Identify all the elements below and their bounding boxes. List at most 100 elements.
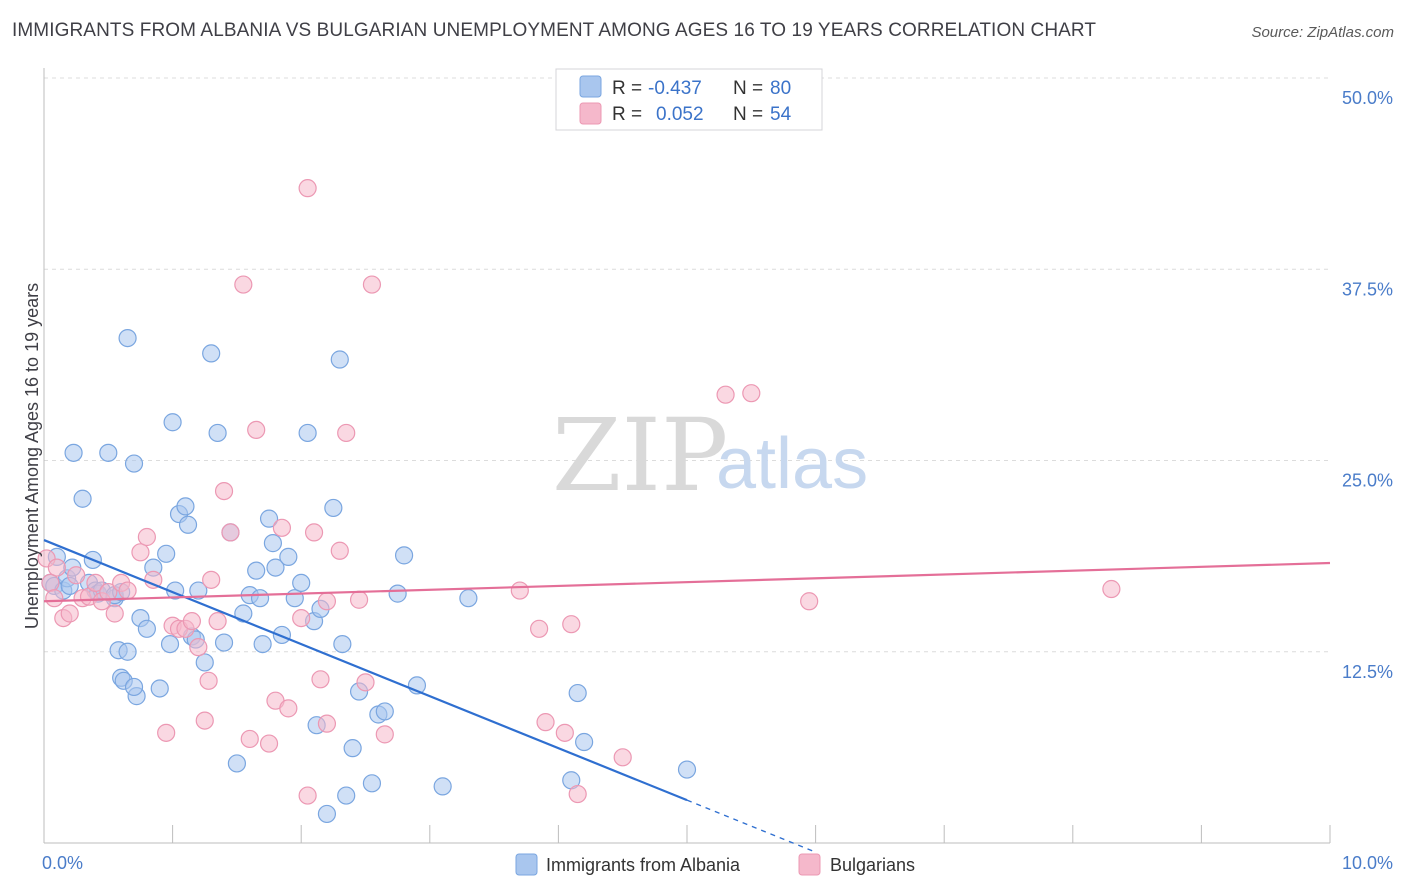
- point-bulgarians-53: [555, 723, 574, 742]
- point-bulgarians-3: [47, 558, 66, 577]
- series-legend: Immigrants from Albania Bulgarians: [515, 853, 915, 876]
- point-bulgarians-30: [234, 275, 253, 294]
- point-bulgarians-45: [317, 592, 337, 611]
- point-albania-43: [214, 633, 234, 652]
- point-albania-52: [263, 534, 283, 553]
- point-albania-63: [324, 498, 343, 518]
- point-albania-46: [234, 604, 253, 623]
- y-tick-label-0: 12.5%: [1342, 662, 1393, 682]
- point-albania-55: [279, 547, 298, 566]
- point-bulgarians-48: [362, 275, 382, 294]
- point-bulgarians-57: [716, 385, 735, 404]
- watermark-atlas: atlas: [716, 424, 868, 504]
- point-bulgarians-18: [157, 723, 176, 742]
- point-bulgarians-52: [536, 713, 555, 732]
- point-bulgarians-38: [298, 786, 317, 805]
- grid-lines: [44, 77, 1330, 653]
- point-albania-79: [575, 732, 594, 752]
- point-albania-42: [208, 423, 227, 443]
- point-albania-71: [375, 702, 394, 721]
- legend-n-value-bulgarians: 54: [770, 104, 792, 125]
- point-albania-49: [250, 589, 270, 608]
- point-bulgarians-12: [105, 604, 124, 623]
- point-bulgarians-26: [202, 570, 221, 589]
- point-bulgarians-35: [272, 518, 292, 537]
- watermark-zip: ZIP: [552, 397, 728, 514]
- legend-r-label-bulgarians: R =: [612, 104, 642, 125]
- point-bulgarians-58: [742, 384, 761, 403]
- point-bulgarians-16: [137, 527, 156, 547]
- point-bulgarians-37: [292, 608, 311, 628]
- point-bulgarians-44: [298, 179, 317, 198]
- y-tick-label-3: 50.0%: [1342, 88, 1393, 108]
- x-tick-label-1: 10.0%: [1342, 853, 1393, 873]
- legend-n-value-albania: 80: [770, 78, 791, 99]
- point-bulgarians-49: [375, 725, 394, 744]
- point-albania-30: [157, 544, 176, 563]
- point-bulgarians-15: [131, 543, 150, 562]
- point-bulgarians-36: [279, 699, 298, 718]
- point-albania-26: [124, 677, 144, 697]
- point-albania-48: [247, 561, 266, 580]
- x-tick-label-0: 0.0%: [42, 853, 83, 873]
- legend-n-label-bulgarians: N =: [733, 104, 763, 125]
- point-bulgarians-54: [562, 615, 581, 634]
- point-albania-38: [189, 581, 208, 600]
- legend-r-value-bulgarians: 0.052: [656, 104, 704, 125]
- chart-source: Source: ZipAtlas.com: [1251, 24, 1394, 41]
- point-bulgarians-22: [182, 612, 201, 631]
- trend-line-extension-albania: [686, 799, 816, 853]
- stats-legend: R = -0.437 N = 80 R = 0.052 N = 54: [555, 68, 823, 131]
- point-albania-58: [298, 423, 317, 443]
- point-albania-56: [285, 589, 304, 608]
- point-bulgarians-47: [356, 673, 375, 692]
- point-bulgarians-42: [330, 541, 349, 560]
- point-bulgarians-43: [337, 423, 356, 443]
- point-bulgarians-23: [189, 638, 208, 657]
- point-bulgarians-46: [349, 590, 369, 609]
- point-albania-80: [677, 760, 697, 779]
- point-albania-51: [259, 509, 279, 528]
- point-bulgarians-60: [1102, 579, 1121, 599]
- point-albania-65: [333, 634, 352, 654]
- point-bulgarians-24: [195, 711, 214, 730]
- point-bulgarians-29: [221, 523, 240, 542]
- legend-r-label-albania: R =: [612, 78, 642, 99]
- point-albania-39: [195, 653, 214, 672]
- point-bulgarians-1: [41, 573, 60, 593]
- trend-lines: [43, 539, 1331, 853]
- bottom-legend-label-bulgarians: Bulgarians: [830, 855, 915, 875]
- axes: [43, 68, 1331, 844]
- point-albania-75: [433, 777, 452, 796]
- point-albania-31: [160, 634, 180, 654]
- tick-labels: 12.5% 25.0% 37.5% 50.0% 0.0% 10.0%: [42, 88, 1393, 873]
- point-albania-67: [343, 739, 362, 758]
- point-bulgarians-41: [317, 714, 337, 733]
- point-bulgarians-55: [568, 784, 587, 804]
- legend-swatch-bulgarians: [579, 102, 602, 125]
- trend-line-bulgarians: [43, 561, 1331, 603]
- point-albania-32: [163, 413, 182, 432]
- legend-r-value-albania: -0.437: [648, 78, 702, 99]
- point-bulgarians-28: [214, 482, 234, 501]
- bottom-legend-swatch-albania: [515, 853, 538, 876]
- point-bulgarians-5: [60, 604, 79, 623]
- point-albania-22: [118, 642, 137, 661]
- point-albania-7: [64, 443, 83, 462]
- point-bulgarians-33: [259, 734, 279, 753]
- point-albania-27: [137, 619, 156, 638]
- point-albania-73: [394, 546, 414, 565]
- bottom-legend-swatch-bulgarians: [798, 853, 821, 876]
- series-bulgarians-points: [37, 179, 1121, 805]
- point-albania-53: [266, 558, 285, 577]
- point-albania-41: [202, 344, 221, 363]
- point-albania-35: [178, 515, 198, 534]
- point-albania-23: [124, 454, 144, 473]
- point-albania-72: [388, 584, 407, 603]
- legend-swatch-albania: [579, 75, 602, 98]
- point-albania-57: [292, 573, 311, 593]
- y-axis-label: Unemployment Among Ages 16 to 19 years: [22, 283, 42, 629]
- point-bulgarians-6: [67, 566, 86, 585]
- point-albania-45: [227, 754, 246, 773]
